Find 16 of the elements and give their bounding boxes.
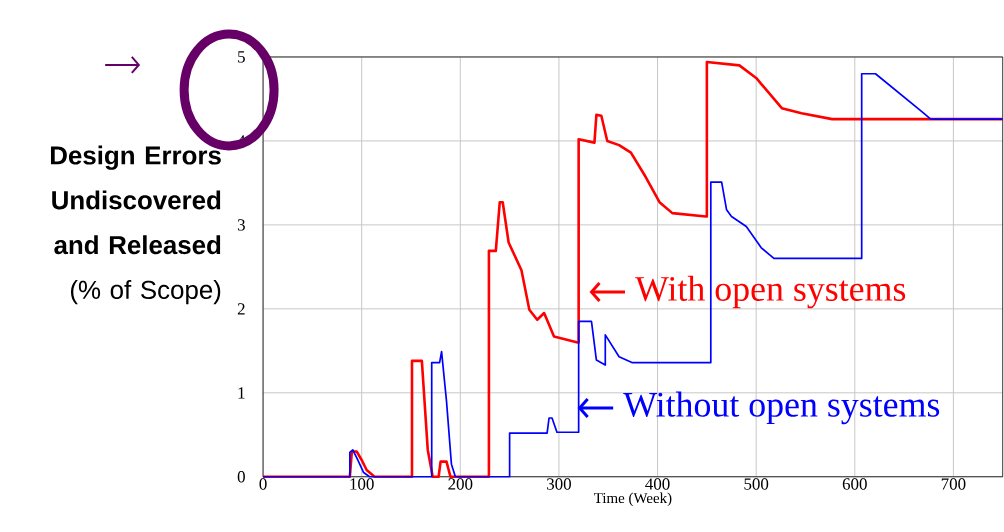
x-tick-label: 600 <box>842 478 867 490</box>
x-tick-label: 100 <box>350 478 374 490</box>
x-tick-label: 500 <box>744 478 769 490</box>
y-tick-label: 3 <box>237 219 245 231</box>
x-axis-title: Time (Week) <box>594 492 672 507</box>
y-tick-label: 5 <box>238 51 245 63</box>
x-tick-label: 200 <box>448 478 473 490</box>
x-tick-label: 700 <box>941 478 966 490</box>
x-tick-label: 0 <box>259 478 267 490</box>
y-tick-label: 2 <box>237 303 245 315</box>
x-tick-label: 300 <box>547 478 571 490</box>
legend-label: With open systems <box>635 275 906 309</box>
y-tick-label: 1 <box>238 387 245 399</box>
legend-label: Without open systems <box>623 391 940 425</box>
x-tick-label: 400 <box>645 478 670 490</box>
y-axis-title: Design Errors Undiscovered and Released (% of Scope) <box>50 145 221 305</box>
